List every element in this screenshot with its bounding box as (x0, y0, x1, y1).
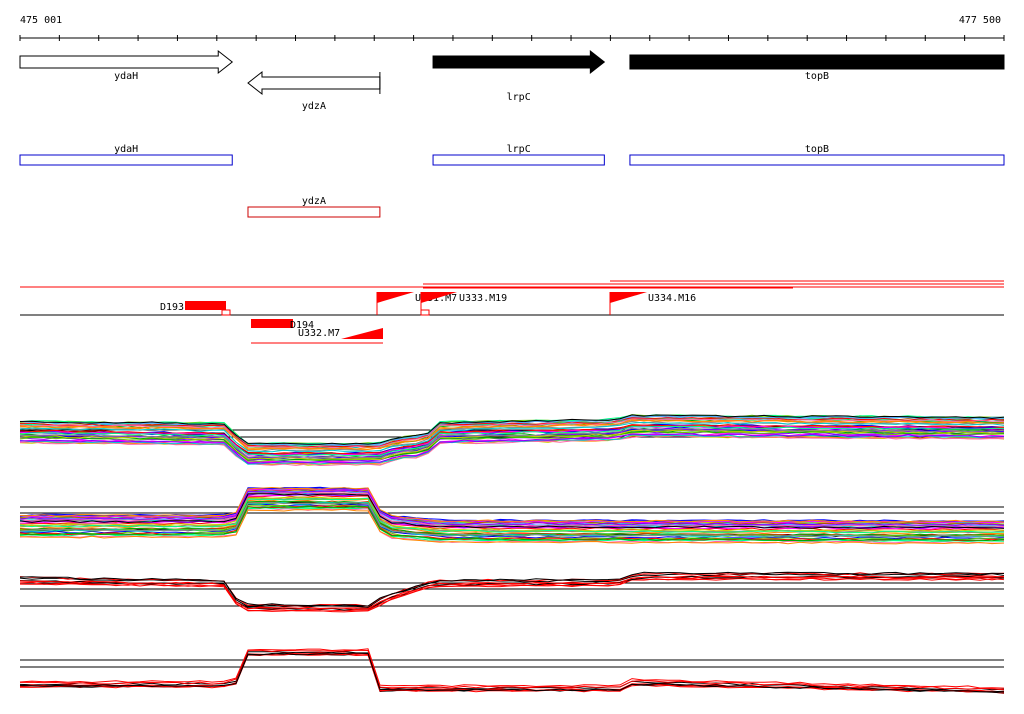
expression-profile-line (19, 493, 1005, 529)
feature-u334-label: U334.M16 (648, 293, 696, 304)
expression-profile-line (19, 425, 1004, 457)
expression-profile-line (19, 486, 1005, 523)
gene-arrow-ydza[interactable] (247, 70, 381, 96)
expression-profile-line (19, 575, 1005, 611)
expression-profile-line (19, 435, 1005, 467)
coordinate-ruler: 475 001 477 500 (19, 15, 1005, 41)
expression-profile-line (19, 433, 1005, 464)
expression-profile-line (19, 575, 1005, 611)
gene-label-topb: topB (805, 71, 829, 82)
feature-d193-block[interactable] (185, 301, 226, 310)
feature-u334-flag[interactable] (610, 292, 647, 303)
expression-profile-line (19, 497, 1005, 534)
expression-profile-line (19, 425, 1005, 456)
expression-profile-line (19, 430, 1005, 462)
gene-box-track: ydaH lrpC topB ydzA (19, 144, 1005, 218)
feature-d193-tail (221, 309, 231, 316)
gene-box-ydza[interactable] (247, 206, 381, 218)
feature-u333-tail (420, 309, 430, 316)
expression-profile-line (19, 650, 1005, 691)
gene-arrow-track: ydaH ydzA lrpC topB (19, 49, 1005, 112)
expression-panel-3 (19, 571, 1005, 613)
feature-d194-block[interactable] (251, 319, 293, 328)
feature-u333-flag[interactable] (421, 292, 457, 303)
expression-profile-line (19, 497, 1005, 534)
expression-profile-line (19, 488, 1005, 524)
feature-track: D193 D194 U331.M7 U332.M7 U333.M19 U334.… (20, 280, 1004, 344)
gene-arrow-topb[interactable] (629, 54, 1005, 70)
expression-profile-line (19, 414, 1005, 445)
ruler-ticks (19, 35, 1005, 41)
expression-profile-line (19, 490, 1005, 526)
expression-panel-2 (19, 486, 1005, 545)
expression-profile-line (19, 573, 1005, 609)
gene-box-label-topb: topB (805, 144, 829, 155)
gene-label-ydah: ydaH (114, 71, 138, 82)
expression-profile-line (19, 427, 1005, 459)
expression-panel-4 (19, 648, 1005, 694)
expression-profile-line (19, 501, 1004, 538)
gene-label-ydza: ydzA (302, 101, 326, 112)
expression-profile-line (19, 418, 1005, 449)
feature-d193-label: D193 (160, 302, 184, 313)
gene-box-lrpc[interactable] (432, 154, 605, 166)
expression-profile-line (19, 648, 1005, 689)
gene-box-label-ydza: ydzA (302, 196, 326, 207)
gene-box-ydah[interactable] (19, 154, 233, 166)
ruler-start-label: 475 001 (20, 15, 62, 26)
expression-profile-line (19, 505, 1005, 542)
expression-panel-1 (19, 414, 1005, 467)
feature-u331-label: U331.M7 (415, 293, 457, 304)
gene-label-lrpc: lrpC (507, 92, 531, 103)
gene-arrow-lrpc[interactable] (432, 49, 606, 75)
expression-profile-line (19, 419, 1005, 450)
expression-profile-line (19, 652, 1005, 693)
expression-profile-line (19, 652, 1005, 693)
expression-profile-line (19, 421, 1005, 453)
gene-box-topb[interactable] (629, 154, 1005, 166)
expression-profile-line (19, 571, 1005, 607)
ruler-end-label: 477 500 (959, 15, 1001, 26)
expression-profile-line (19, 649, 1005, 691)
gene-box-label-ydah: ydaH (114, 144, 138, 155)
expression-profile-line (19, 434, 1005, 465)
gene-box-label-lrpc: lrpC (507, 144, 531, 155)
gene-arrow-ydah[interactable] (19, 49, 234, 75)
feature-d194-label: D194 (290, 320, 314, 331)
feature-u332-flag[interactable] (341, 328, 383, 339)
expression-profile-line (20, 417, 1005, 448)
expression-profile-line (19, 429, 1005, 460)
feature-u333-label: U333.M19 (459, 293, 507, 304)
feature-u331-flag[interactable] (377, 292, 414, 303)
expression-profile-line (19, 508, 1005, 545)
expression-profile-line (19, 490, 1005, 527)
feature-u332-label: U332.M7 (298, 328, 340, 339)
expression-profile-line (19, 577, 1005, 612)
expression-profile-line (19, 508, 1004, 544)
